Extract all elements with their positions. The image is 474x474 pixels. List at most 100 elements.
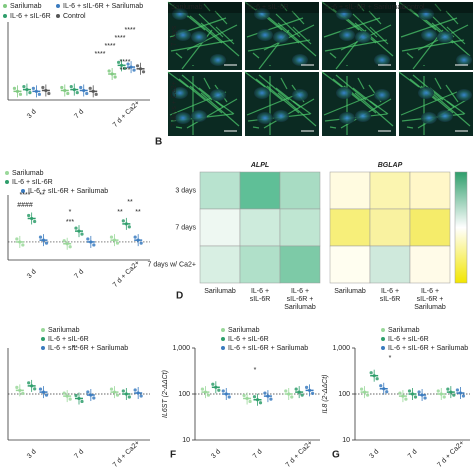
y-tick-label: 1,000 — [332, 345, 350, 352]
data-dot — [446, 387, 450, 391]
heatmap-cell — [279, 245, 321, 284]
legend-label: Sarilumab — [48, 327, 80, 334]
data-dot — [132, 68, 136, 72]
actin-fiber — [398, 71, 420, 88]
data-dot — [211, 382, 215, 386]
heatmap-cell — [329, 171, 371, 210]
legend-swatch — [41, 328, 45, 332]
data-dot — [44, 393, 49, 397]
legend-swatch — [3, 14, 7, 18]
nucleus — [191, 31, 207, 43]
data-dot — [221, 389, 225, 393]
actin-fiber — [321, 71, 343, 88]
actin-fiber — [244, 71, 266, 88]
label-band — [245, 2, 319, 13]
heatmap-cell — [369, 245, 411, 284]
actin-fiber — [323, 91, 381, 116]
nucleus — [273, 110, 289, 122]
data-dot — [304, 385, 309, 389]
actin-fiber — [189, 85, 223, 114]
heatmap-cell — [239, 245, 281, 284]
data-dot — [359, 387, 364, 391]
data-dot — [117, 60, 121, 64]
significance: **** — [125, 27, 136, 34]
data-dot — [127, 225, 131, 229]
actin-fiber — [203, 77, 211, 90]
data-dot — [461, 394, 466, 398]
data-dot — [133, 388, 137, 392]
data-dot — [410, 392, 415, 396]
data-dot — [80, 399, 84, 404]
data-dot — [25, 88, 29, 92]
data-dot — [21, 391, 25, 395]
data-dot — [407, 389, 412, 393]
data-dot — [135, 64, 140, 68]
heatmap-cell — [369, 208, 411, 247]
nucleus — [175, 112, 191, 124]
data-dot — [458, 391, 463, 395]
image-row-label: 7 days + Ca2+ — [171, 81, 178, 127]
data-dot — [398, 391, 402, 395]
actin-fiber — [292, 100, 312, 115]
data-dot — [41, 390, 46, 394]
data-dot — [72, 88, 76, 92]
data-dot — [245, 396, 249, 401]
data-dot — [68, 245, 72, 249]
significance: *** — [66, 219, 74, 226]
data-dot — [65, 242, 69, 246]
column-label: sIL-6R + — [287, 296, 314, 303]
data-dot — [12, 86, 17, 90]
data-dot — [294, 387, 298, 391]
nucleus — [257, 29, 273, 41]
data-dot — [126, 62, 130, 66]
micrograph — [168, 72, 242, 136]
data-dot — [112, 390, 117, 394]
data-dot — [266, 394, 270, 398]
column-label: sIL-6R — [250, 296, 271, 303]
legend-swatch — [3, 4, 7, 8]
legend-label: IL-6 + sIL-6R — [12, 179, 53, 186]
data-dot — [379, 384, 383, 388]
data-dot — [269, 397, 273, 401]
actin-fiber — [354, 22, 394, 57]
significance: **** — [115, 35, 126, 42]
y-tick-label: 10 — [182, 437, 190, 444]
legend-label: IL-6 + sIL-6R — [10, 13, 51, 20]
heatmap-cell — [239, 208, 281, 247]
actin-fiber — [275, 13, 301, 38]
legend-label: IL-6 + sIL-6R + Sarilumab — [63, 3, 143, 10]
nucleus — [191, 110, 207, 122]
data-dot — [31, 86, 35, 90]
data-dot — [18, 92, 23, 96]
data-dot — [63, 88, 67, 93]
actin-fiber — [186, 24, 238, 51]
data-dot — [15, 89, 20, 93]
significance: ** — [72, 345, 78, 352]
row-label: 7 days w/ Ca2+ — [148, 261, 196, 268]
actin-fiber — [178, 78, 206, 101]
actin-fiber — [266, 85, 300, 114]
nucleus — [336, 87, 352, 99]
image-column-label: Sarilumab — [171, 4, 203, 11]
x-tick-label: 7 d — [252, 448, 264, 460]
nucleus — [172, 8, 188, 20]
x-tick-label: 7 d + Ca2+ — [112, 440, 141, 469]
actin-fiber — [246, 17, 304, 38]
legend-swatch — [381, 337, 385, 341]
actin-fiber — [214, 10, 228, 25]
data-dot — [123, 66, 127, 70]
actin-fiber — [446, 100, 466, 115]
significance: ** — [39, 192, 45, 199]
actin-fiber — [446, 26, 466, 45]
actin-fiber — [170, 39, 234, 52]
legend-label: Sarilumab — [10, 3, 42, 10]
nucleus — [292, 89, 308, 101]
data-dot — [74, 393, 78, 398]
actin-fiber — [258, 74, 290, 101]
y-axis-label: IL8 (2-ΔΔCt) — [322, 375, 329, 414]
actin-fiber — [401, 39, 465, 52]
actin-fiber — [368, 10, 382, 25]
heatmap-title: ALPL — [250, 162, 269, 169]
nucleus — [175, 29, 191, 41]
data-dot — [263, 391, 267, 395]
